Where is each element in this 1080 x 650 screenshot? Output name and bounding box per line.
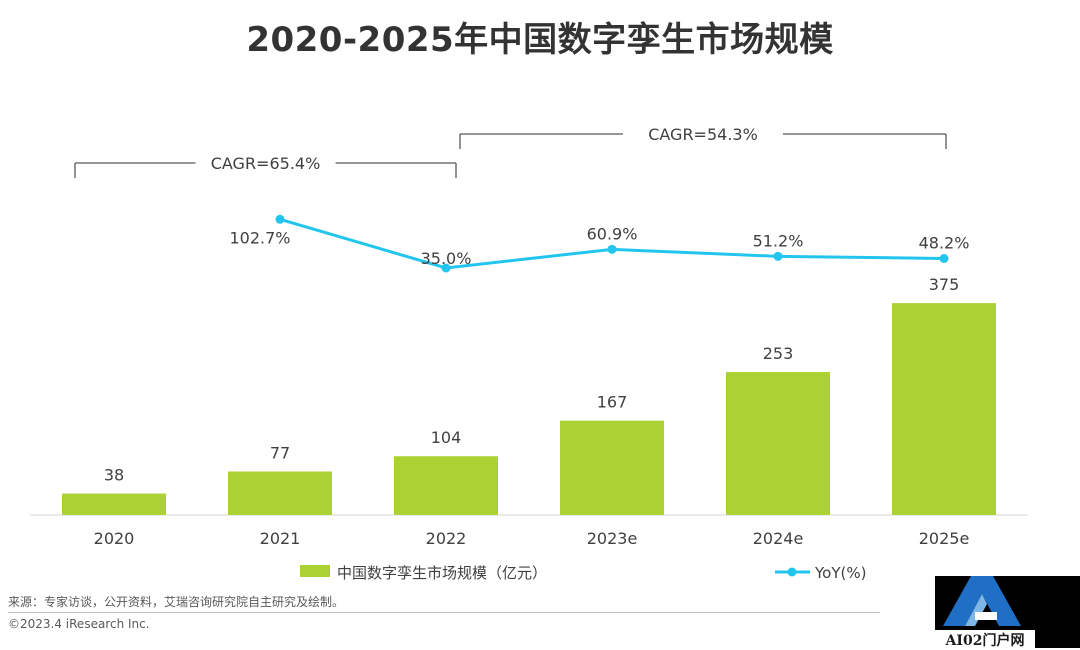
source-note: 来源：专家访谈，公开资料，艾瑞咨询研究院自主研究及绘制。: [8, 595, 345, 609]
copyright-text: ©2023.4 iResearch Inc.: [8, 617, 150, 631]
legend-bar-label: 中国数字孪生市场规模（亿元）: [337, 564, 547, 582]
bar-value-label: 38: [104, 466, 124, 485]
yoy-value-label: 51.2%: [753, 231, 804, 250]
bar-2024e: [726, 372, 830, 515]
watermark-logo: AI02门户网: [935, 576, 1055, 650]
legend-line-label: YoY(%): [814, 564, 866, 582]
footer-divider: [8, 612, 880, 613]
bar-2020: [62, 493, 166, 515]
yoy-value-label: 35.0%: [421, 249, 472, 268]
x-tick-label: 2024e: [753, 529, 804, 548]
bar-value-label: 77: [270, 443, 290, 462]
legend-bar-swatch: [300, 565, 330, 577]
watermark-text: AI02门户网: [935, 630, 1035, 650]
yoy-point: [939, 253, 949, 263]
cagr-label: CAGR=65.4%: [211, 154, 321, 173]
bar-value-label: 104: [431, 428, 462, 447]
yoy-point: [275, 214, 285, 224]
yoy-point: [607, 244, 617, 254]
bar-value-label: 375: [929, 275, 960, 294]
logo-a-icon: [943, 576, 1021, 626]
bar-2022: [394, 456, 498, 515]
x-tick-label: 2020: [94, 529, 135, 548]
bar-2023e: [560, 420, 664, 515]
x-tick-label: 2025e: [919, 529, 970, 548]
bar-value-label: 167: [597, 393, 628, 412]
chart-title: 2020-2025年中国数字孪生市场规模: [246, 20, 834, 60]
x-tick-label: 2023e: [587, 529, 638, 548]
yoy-value-label: 60.9%: [587, 224, 638, 243]
bar-value-label: 253: [763, 344, 794, 363]
yoy-point: [773, 251, 783, 261]
legend-line-marker: [787, 567, 797, 577]
x-tick-label: 2021: [260, 529, 301, 548]
yoy-point: [441, 263, 451, 273]
yoy-value-label: 48.2%: [919, 233, 970, 252]
bar-2025e: [892, 303, 996, 515]
x-tick-label: 2022: [426, 529, 467, 548]
cagr-label: CAGR=54.3%: [648, 125, 758, 144]
yoy-value-label: 102.7%: [229, 228, 290, 247]
bar-2021: [228, 471, 332, 515]
